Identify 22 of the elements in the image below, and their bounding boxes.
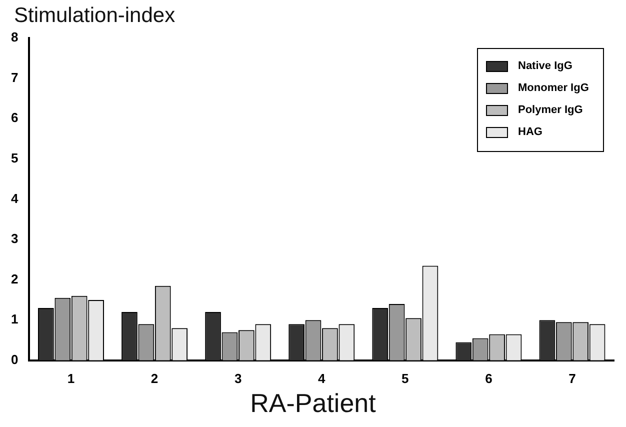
x-tick-label: 4	[318, 370, 326, 386]
x-tick-label: 1	[67, 370, 75, 386]
y-tick-label: 1	[10, 312, 18, 327]
y-tick-label: 4	[10, 190, 19, 206]
legend-label: Polymer IgG	[518, 104, 583, 116]
legend-label: Monomer IgG	[518, 82, 589, 94]
x-tick-label: 7	[568, 370, 576, 386]
y-tick-label: 0	[10, 352, 18, 367]
y-tick-label: 3	[10, 231, 18, 246]
x-axis-title: RA-Patient	[249, 388, 377, 419]
y-tick-label: 6	[10, 110, 18, 126]
legend-label: Native IgG	[518, 60, 572, 72]
x-tick-label: 5	[402, 370, 409, 386]
y-tick-label: 2	[10, 271, 18, 286]
legend-label: HAG	[518, 126, 542, 138]
y-tick-label: 5	[10, 150, 18, 166]
x-tick-label: 2	[150, 370, 158, 386]
y-axis-title: Stimulation-index	[14, 4, 176, 28]
y-tick-label: 7	[10, 70, 18, 85]
y-tick-label: 8	[10, 30, 18, 45]
x-tick-label: 3	[234, 370, 242, 386]
x-tick-label: 6	[485, 370, 492, 386]
